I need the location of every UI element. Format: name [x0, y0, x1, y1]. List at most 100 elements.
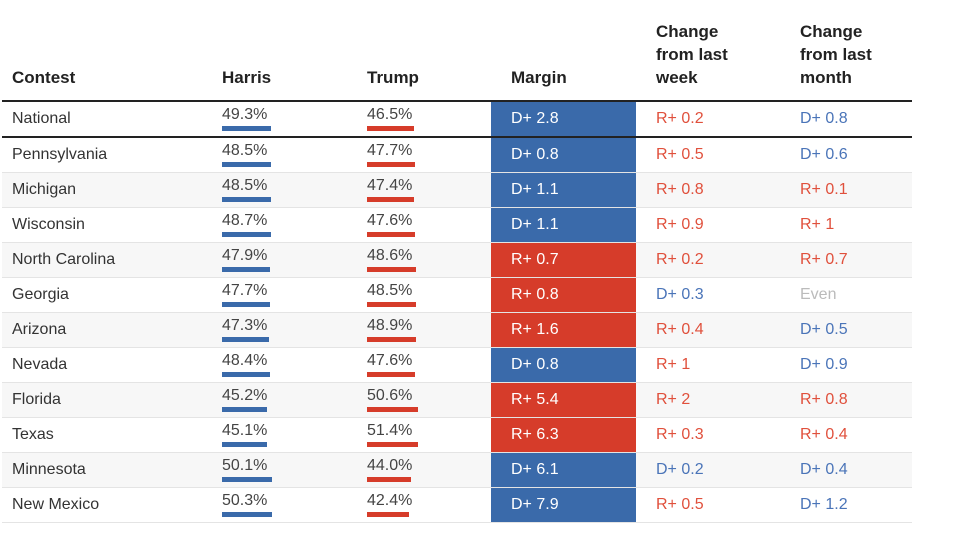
trump-pct-label: 44.0% [367, 457, 413, 474]
contest-name: Texas [12, 426, 54, 443]
trump-pct-label: 42.4% [367, 492, 413, 509]
change-month: D+ 1.2 [800, 496, 848, 513]
harris-pct-label: 47.7% [222, 282, 268, 299]
trump-pct-label: 48.9% [367, 317, 413, 334]
header-harris: Harris [222, 68, 272, 87]
change-week: R+ 0.3 [656, 426, 704, 443]
harris-pct-label: 45.2% [222, 387, 268, 404]
trump-bar [367, 407, 418, 412]
header-trump: Trump [367, 68, 419, 87]
trump-pct-label: 47.6% [367, 212, 413, 229]
header-change-week: Change from last week [656, 22, 728, 87]
trump-pct-label: 47.6% [367, 352, 413, 369]
harris-pct-label: 48.5% [222, 142, 268, 159]
trump-pct-label: 46.5% [367, 106, 413, 123]
table-row: New Mexico 50.3% 42.4% D+ 7.9 R+ 0.5 D+ 1.2 [2, 488, 912, 523]
margin-cell: R+ 0.8 [491, 278, 636, 312]
harris-pct-label: 50.3% [222, 492, 268, 509]
contest-name: Arizona [12, 321, 67, 338]
trump-bar [367, 126, 414, 131]
table-row: Michigan 48.5% 47.4% D+ 1.1 R+ 0.8 R+ 0.1 [2, 173, 912, 208]
change-week: R+ 1 [656, 356, 691, 373]
margin-cell: D+ 1.1 [491, 208, 636, 242]
contest-name: Minnesota [12, 461, 86, 478]
change-month: D+ 0.4 [800, 461, 848, 478]
harris-pct-label: 47.9% [222, 247, 268, 264]
table-row: Nevada 48.4% 47.6% D+ 0.8 R+ 1 D+ 0.9 [2, 348, 912, 383]
trump-bar [367, 477, 411, 482]
harris-pct-label: 48.7% [222, 212, 268, 229]
harris-pct-label: 47.3% [222, 317, 268, 334]
change-month: D+ 0.5 [800, 321, 848, 338]
harris-bar [222, 442, 268, 447]
polling-average-table: Contest Harris Trump Margin Change from … [2, 0, 912, 523]
trump-bar [367, 302, 416, 307]
header-contest: Contest [12, 68, 76, 87]
change-week: D+ 0.3 [656, 286, 704, 303]
change-week: R+ 2 [656, 391, 691, 408]
change-week: R+ 0.4 [656, 321, 704, 338]
header-margin: Margin [511, 68, 567, 87]
table-row: Florida 45.2% 50.6% R+ 5.4 R+ 2 R+ 0.8 [2, 383, 912, 418]
harris-bar [222, 162, 271, 167]
change-week: R+ 0.9 [656, 216, 704, 233]
table-row: Minnesota 50.1% 44.0% D+ 6.1 D+ 0.2 D+ 0.4 [2, 453, 912, 488]
trump-bar [367, 337, 416, 342]
header-change-month: Change from last month [800, 22, 872, 87]
harris-bar [222, 477, 273, 482]
contest-name: National [12, 110, 71, 127]
harris-bar [222, 372, 271, 377]
change-month: D+ 0.8 [800, 110, 848, 127]
change-month: Even [800, 286, 837, 303]
change-month: R+ 1 [800, 216, 835, 233]
margin-cell: D+ 6.1 [491, 453, 636, 487]
margin-cell: R+ 5.4 [491, 383, 636, 417]
contest-name: Georgia [12, 286, 69, 303]
margin-cell: D+ 0.8 [491, 348, 636, 382]
trump-bar [367, 162, 415, 167]
harris-bar [222, 232, 271, 237]
change-month: D+ 0.9 [800, 356, 848, 373]
table-row: Wisconsin 48.7% 47.6% D+ 1.1 R+ 0.9 R+ 1 [2, 208, 912, 243]
trump-pct-label: 50.6% [367, 387, 413, 404]
contest-name: New Mexico [12, 496, 100, 513]
contest-name: Michigan [12, 181, 77, 198]
table-body: National 49.3% 46.5% D+ 2.8 R+ 0.2 D+ 0.8 Penn… [2, 102, 912, 523]
change-month: R+ 0.7 [800, 251, 848, 268]
change-month: R+ 0.1 [800, 181, 848, 198]
margin-cell: D+ 2.8 [491, 102, 636, 136]
harris-pct-label: 50.1% [222, 457, 268, 474]
margin-cell: R+ 6.3 [491, 418, 636, 452]
contest-name: Florida [12, 391, 61, 408]
trump-bar [367, 372, 415, 377]
trump-bar [367, 512, 410, 517]
harris-bar [222, 337, 270, 342]
table-row: National 49.3% 46.5% D+ 2.8 R+ 0.2 D+ 0.8 [2, 102, 912, 138]
margin-cell: D+ 7.9 [491, 488, 636, 522]
harris-bar [222, 126, 272, 131]
contest-name: Nevada [12, 356, 68, 373]
margin-cell: D+ 1.1 [491, 173, 636, 207]
table-header: Contest Harris Trump Margin Change from … [2, 0, 912, 102]
change-month: R+ 0.8 [800, 391, 848, 408]
contest-name: North Carolina [12, 251, 116, 268]
change-week: R+ 0.2 [656, 251, 704, 268]
table-row: Georgia 47.7% 48.5% R+ 0.8 D+ 0.3 Even [2, 278, 912, 313]
change-month: R+ 0.4 [800, 426, 848, 443]
change-week: R+ 0.5 [656, 496, 704, 513]
change-week: R+ 0.5 [656, 146, 704, 163]
harris-pct-label: 49.3% [222, 106, 268, 123]
trump-bar [367, 442, 419, 447]
change-week: R+ 0.8 [656, 181, 704, 198]
change-week: R+ 0.2 [656, 110, 704, 127]
harris-pct-label: 48.5% [222, 177, 268, 194]
table-row: North Carolina 47.9% 48.6% R+ 0.7 R+ 0.2 R+ 0… [2, 243, 912, 278]
margin-cell: R+ 1.6 [491, 313, 636, 347]
harris-bar [222, 197, 271, 202]
harris-bar [222, 267, 270, 272]
table-row: Pennsylvania 48.5% 47.7% D+ 0.8 R+ 0.5 D+ 0.6 [2, 138, 912, 173]
harris-pct-label: 45.1% [222, 422, 268, 439]
table-row: Arizona 47.3% 48.9% R+ 1.6 R+ 0.4 D+ 0.5 [2, 313, 912, 348]
trump-bar [367, 267, 416, 272]
harris-bar [222, 302, 270, 307]
